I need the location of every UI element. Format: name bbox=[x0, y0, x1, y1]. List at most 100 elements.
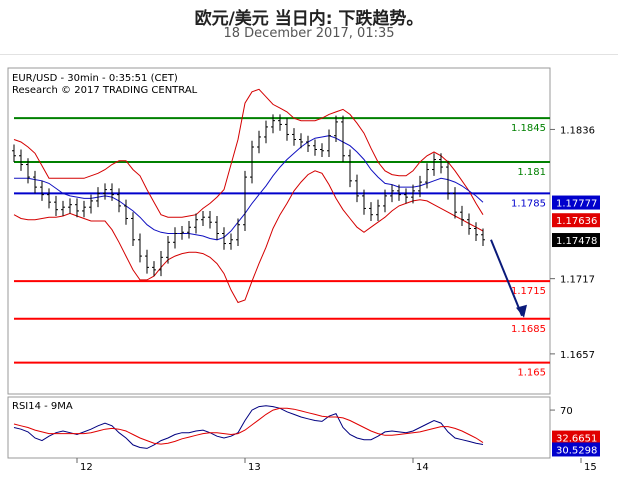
price-bar bbox=[376, 199, 380, 221]
page-title: 欧元/美元 当日内: 下跌趋势。 bbox=[194, 9, 424, 29]
price-bar bbox=[257, 130, 261, 154]
bollinger-lower-line bbox=[13, 170, 484, 304]
price-bar bbox=[180, 225, 184, 240]
price-bar bbox=[124, 199, 128, 225]
price-bar bbox=[285, 118, 289, 141]
price-bar bbox=[299, 133, 303, 149]
rsi-plot-frame bbox=[7, 396, 551, 459]
price-bar bbox=[89, 194, 93, 214]
price-bar bbox=[75, 198, 79, 218]
rsi-title: RSI14 - 9MA bbox=[12, 401, 73, 412]
price-bar bbox=[12, 144, 16, 163]
price-tag-label: 1.17636 bbox=[556, 216, 597, 227]
bollinger-middle-line bbox=[14, 135, 484, 241]
bollinger-bands bbox=[13, 88, 484, 304]
level-label: 1.1715 bbox=[511, 286, 546, 297]
price-bar bbox=[117, 188, 121, 213]
chart-info-line-1: EUR/USD - 30min - 0:35:51 (CET) bbox=[12, 73, 178, 84]
price-bar bbox=[152, 261, 156, 277]
price-bar bbox=[54, 195, 58, 216]
price-bar bbox=[61, 200, 65, 216]
price-bar bbox=[243, 170, 247, 231]
price-bar bbox=[460, 205, 464, 226]
price-bar bbox=[425, 163, 429, 189]
level-label: 1.1785 bbox=[511, 198, 546, 209]
price-bar bbox=[474, 222, 478, 242]
rsi-lines bbox=[13, 405, 484, 449]
price-bar bbox=[341, 115, 345, 163]
price-bar bbox=[348, 149, 352, 188]
level-label: 1.181 bbox=[517, 167, 546, 178]
price-axis: 1.1836 1.1717 1.1657 1.17777 1.17636 1.17478 bbox=[550, 125, 600, 361]
price-bar bbox=[271, 114, 275, 134]
price-bar bbox=[292, 128, 296, 146]
price-bar bbox=[194, 213, 198, 234]
price-bar bbox=[26, 158, 30, 184]
level-label: 1.1685 bbox=[511, 324, 546, 335]
time-axis-label: 12 bbox=[80, 462, 93, 473]
price-bar bbox=[159, 251, 163, 277]
price-bar bbox=[110, 183, 114, 201]
price-bar bbox=[383, 189, 387, 213]
price-bar bbox=[250, 140, 254, 184]
price-bar bbox=[278, 114, 282, 131]
price-bar bbox=[404, 188, 408, 204]
rsi-value-tag-bg bbox=[552, 430, 600, 445]
forecast-arrow bbox=[490, 239, 527, 318]
price-bar bbox=[131, 212, 135, 247]
price-bar bbox=[355, 174, 359, 203]
price-bar bbox=[166, 236, 170, 264]
price-bar bbox=[453, 187, 457, 219]
forecast-arrow-shaft bbox=[490, 239, 523, 317]
price-bar bbox=[327, 129, 331, 158]
price-tag-bg bbox=[552, 233, 600, 248]
price-bar bbox=[446, 160, 450, 200]
time-axis-label: 13 bbox=[248, 462, 261, 473]
price-bar bbox=[229, 233, 233, 250]
price-bar bbox=[411, 184, 415, 204]
bollinger-upper-line bbox=[13, 88, 484, 218]
price-bar bbox=[208, 210, 212, 229]
rsi-value-tag-label: 32.6651 bbox=[556, 434, 597, 445]
price-bar bbox=[82, 200, 86, 218]
price-bar bbox=[334, 115, 338, 142]
level-label: 1.165 bbox=[517, 368, 546, 379]
price-bar bbox=[33, 170, 37, 194]
time-axis-label: 15 bbox=[584, 462, 597, 473]
rsi-value-tag-bg bbox=[552, 442, 600, 457]
price-bar bbox=[390, 184, 394, 203]
rsi-value-tag-label: 30.5298 bbox=[556, 445, 597, 456]
price-bar bbox=[68, 198, 72, 214]
forecast-arrow-head bbox=[516, 304, 527, 318]
price-bar bbox=[397, 184, 401, 201]
main-plot-frame bbox=[7, 67, 551, 395]
main-chart: EUR/USD - 30min - 0:35:51 (CET) Research… bbox=[7, 67, 600, 395]
price-bar bbox=[467, 213, 471, 235]
price-bar bbox=[418, 175, 422, 198]
price-bar bbox=[103, 183, 107, 200]
price-tag-bg bbox=[552, 195, 600, 210]
price-bar bbox=[215, 215, 219, 240]
price-bar bbox=[313, 139, 317, 156]
page-subtitle: 18 December 2017, 01:35 bbox=[223, 26, 395, 41]
price-tag-label: 1.17777 bbox=[556, 199, 597, 210]
price-bar bbox=[187, 220, 191, 239]
price-axis-label: 1.1717 bbox=[560, 275, 595, 286]
price-axis-label: 1.1657 bbox=[560, 350, 595, 361]
price-bar bbox=[362, 189, 366, 215]
price-bar bbox=[369, 202, 373, 221]
price-bar bbox=[47, 188, 51, 209]
price-bar bbox=[96, 187, 100, 208]
level-label: 1.1845 bbox=[511, 123, 546, 134]
price-axis-label: 1.1836 bbox=[560, 125, 595, 136]
price-bar bbox=[264, 120, 268, 144]
price-bar bbox=[320, 143, 324, 158]
price-bar bbox=[145, 249, 149, 274]
rsi-axis-label: 70 bbox=[560, 406, 573, 417]
time-axis: 1213141518 bbox=[76, 458, 597, 473]
price-bar bbox=[236, 218, 240, 247]
chart-info-line-2: Research © 2017 TRADING CENTRAL bbox=[12, 85, 198, 96]
price-bar bbox=[138, 233, 142, 263]
